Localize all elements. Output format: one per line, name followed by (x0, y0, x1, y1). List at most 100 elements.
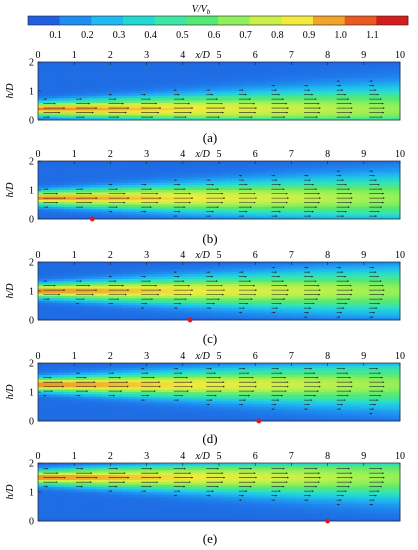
field-cell (96, 180, 104, 184)
field-cell (315, 317, 323, 321)
field-cell (199, 105, 207, 109)
field-cell (154, 163, 162, 167)
field-cell (303, 286, 310, 289)
field-cell (341, 117, 349, 121)
field-cell (70, 367, 78, 371)
field-cell (219, 91, 226, 94)
field-cell (134, 168, 142, 172)
field-cell (122, 175, 129, 179)
field-cell (219, 187, 226, 191)
field-cell (367, 190, 375, 193)
field-cell (296, 274, 304, 277)
field-cell (225, 271, 233, 275)
field-cell (380, 105, 388, 109)
field-cell (251, 64, 259, 68)
field-cell (63, 411, 71, 415)
field-cell (251, 307, 259, 311)
field-cell (315, 173, 323, 176)
field-cell (206, 76, 213, 80)
field-cell (264, 66, 272, 70)
field-cell (361, 295, 369, 299)
field-cell (83, 163, 91, 167)
field-cell (141, 81, 149, 85)
field-cell (38, 175, 45, 179)
field-cell (63, 269, 71, 273)
field-cell (393, 278, 401, 282)
field-cell (173, 262, 181, 265)
field-cell (212, 283, 220, 287)
field-cell (277, 168, 285, 172)
field-cell (238, 170, 246, 174)
field-cell (270, 190, 278, 193)
field-cell (348, 165, 356, 169)
field-cell (167, 187, 175, 191)
field-cell (341, 274, 349, 277)
field-cell (328, 74, 336, 77)
field-cell (206, 98, 213, 102)
field-cell (57, 81, 65, 85)
field-cell (199, 192, 207, 196)
field-cell (257, 88, 265, 92)
field-cell (303, 274, 310, 277)
field-cell (147, 74, 155, 77)
field-cell (231, 185, 239, 188)
field-cell (199, 161, 207, 164)
field-cell (361, 288, 369, 292)
field-cell (57, 315, 65, 318)
field-cell (128, 83, 136, 87)
field-cell (76, 110, 84, 114)
field-cell (89, 365, 97, 369)
field-cell (212, 117, 220, 121)
field-cell (315, 115, 323, 118)
field-cell (134, 281, 142, 285)
field-cell (283, 168, 291, 172)
field-cell (322, 93, 330, 97)
field-cell (57, 372, 65, 376)
field-cell (63, 387, 71, 390)
field-cell (128, 216, 136, 220)
field-cell (70, 418, 78, 422)
field-cell (160, 370, 168, 374)
field-cell (238, 300, 246, 304)
field-cell (380, 298, 388, 302)
field-cell (303, 312, 310, 316)
field-cell (341, 206, 349, 210)
field-cell (328, 105, 336, 109)
field-cell (57, 88, 65, 92)
field-cell (134, 62, 142, 65)
field-cell (231, 74, 239, 77)
field-cell (70, 379, 78, 383)
field-cell (128, 202, 136, 205)
field-cell (147, 81, 155, 85)
field-cell (63, 64, 71, 68)
field-cell (44, 105, 52, 109)
field-cell (167, 404, 175, 407)
field-cell (225, 307, 233, 311)
field-cell (109, 411, 116, 415)
field-cell (206, 103, 213, 106)
colorbar-tick-label: 0.6 (208, 30, 221, 41)
field-cell (186, 180, 194, 184)
field-cell (328, 262, 336, 265)
field-cell (206, 291, 213, 294)
field-cell (173, 274, 181, 277)
field-cell (270, 269, 278, 273)
field-cell (102, 271, 110, 275)
field-cell (96, 71, 104, 75)
field-cell (167, 78, 175, 82)
field-cell (122, 416, 129, 419)
field-cell (57, 375, 65, 378)
field-cell (348, 117, 356, 121)
field-cell (44, 216, 52, 220)
field-cell (277, 173, 285, 176)
field-cell (167, 312, 175, 316)
field-cell (115, 399, 123, 403)
field-cell (102, 170, 110, 174)
field-cell (141, 202, 149, 205)
field-cell (50, 367, 58, 371)
field-cell (315, 276, 323, 280)
field-cell (270, 276, 278, 280)
field-cell (212, 105, 220, 109)
field-cell (315, 71, 323, 75)
field-cell (193, 197, 201, 201)
